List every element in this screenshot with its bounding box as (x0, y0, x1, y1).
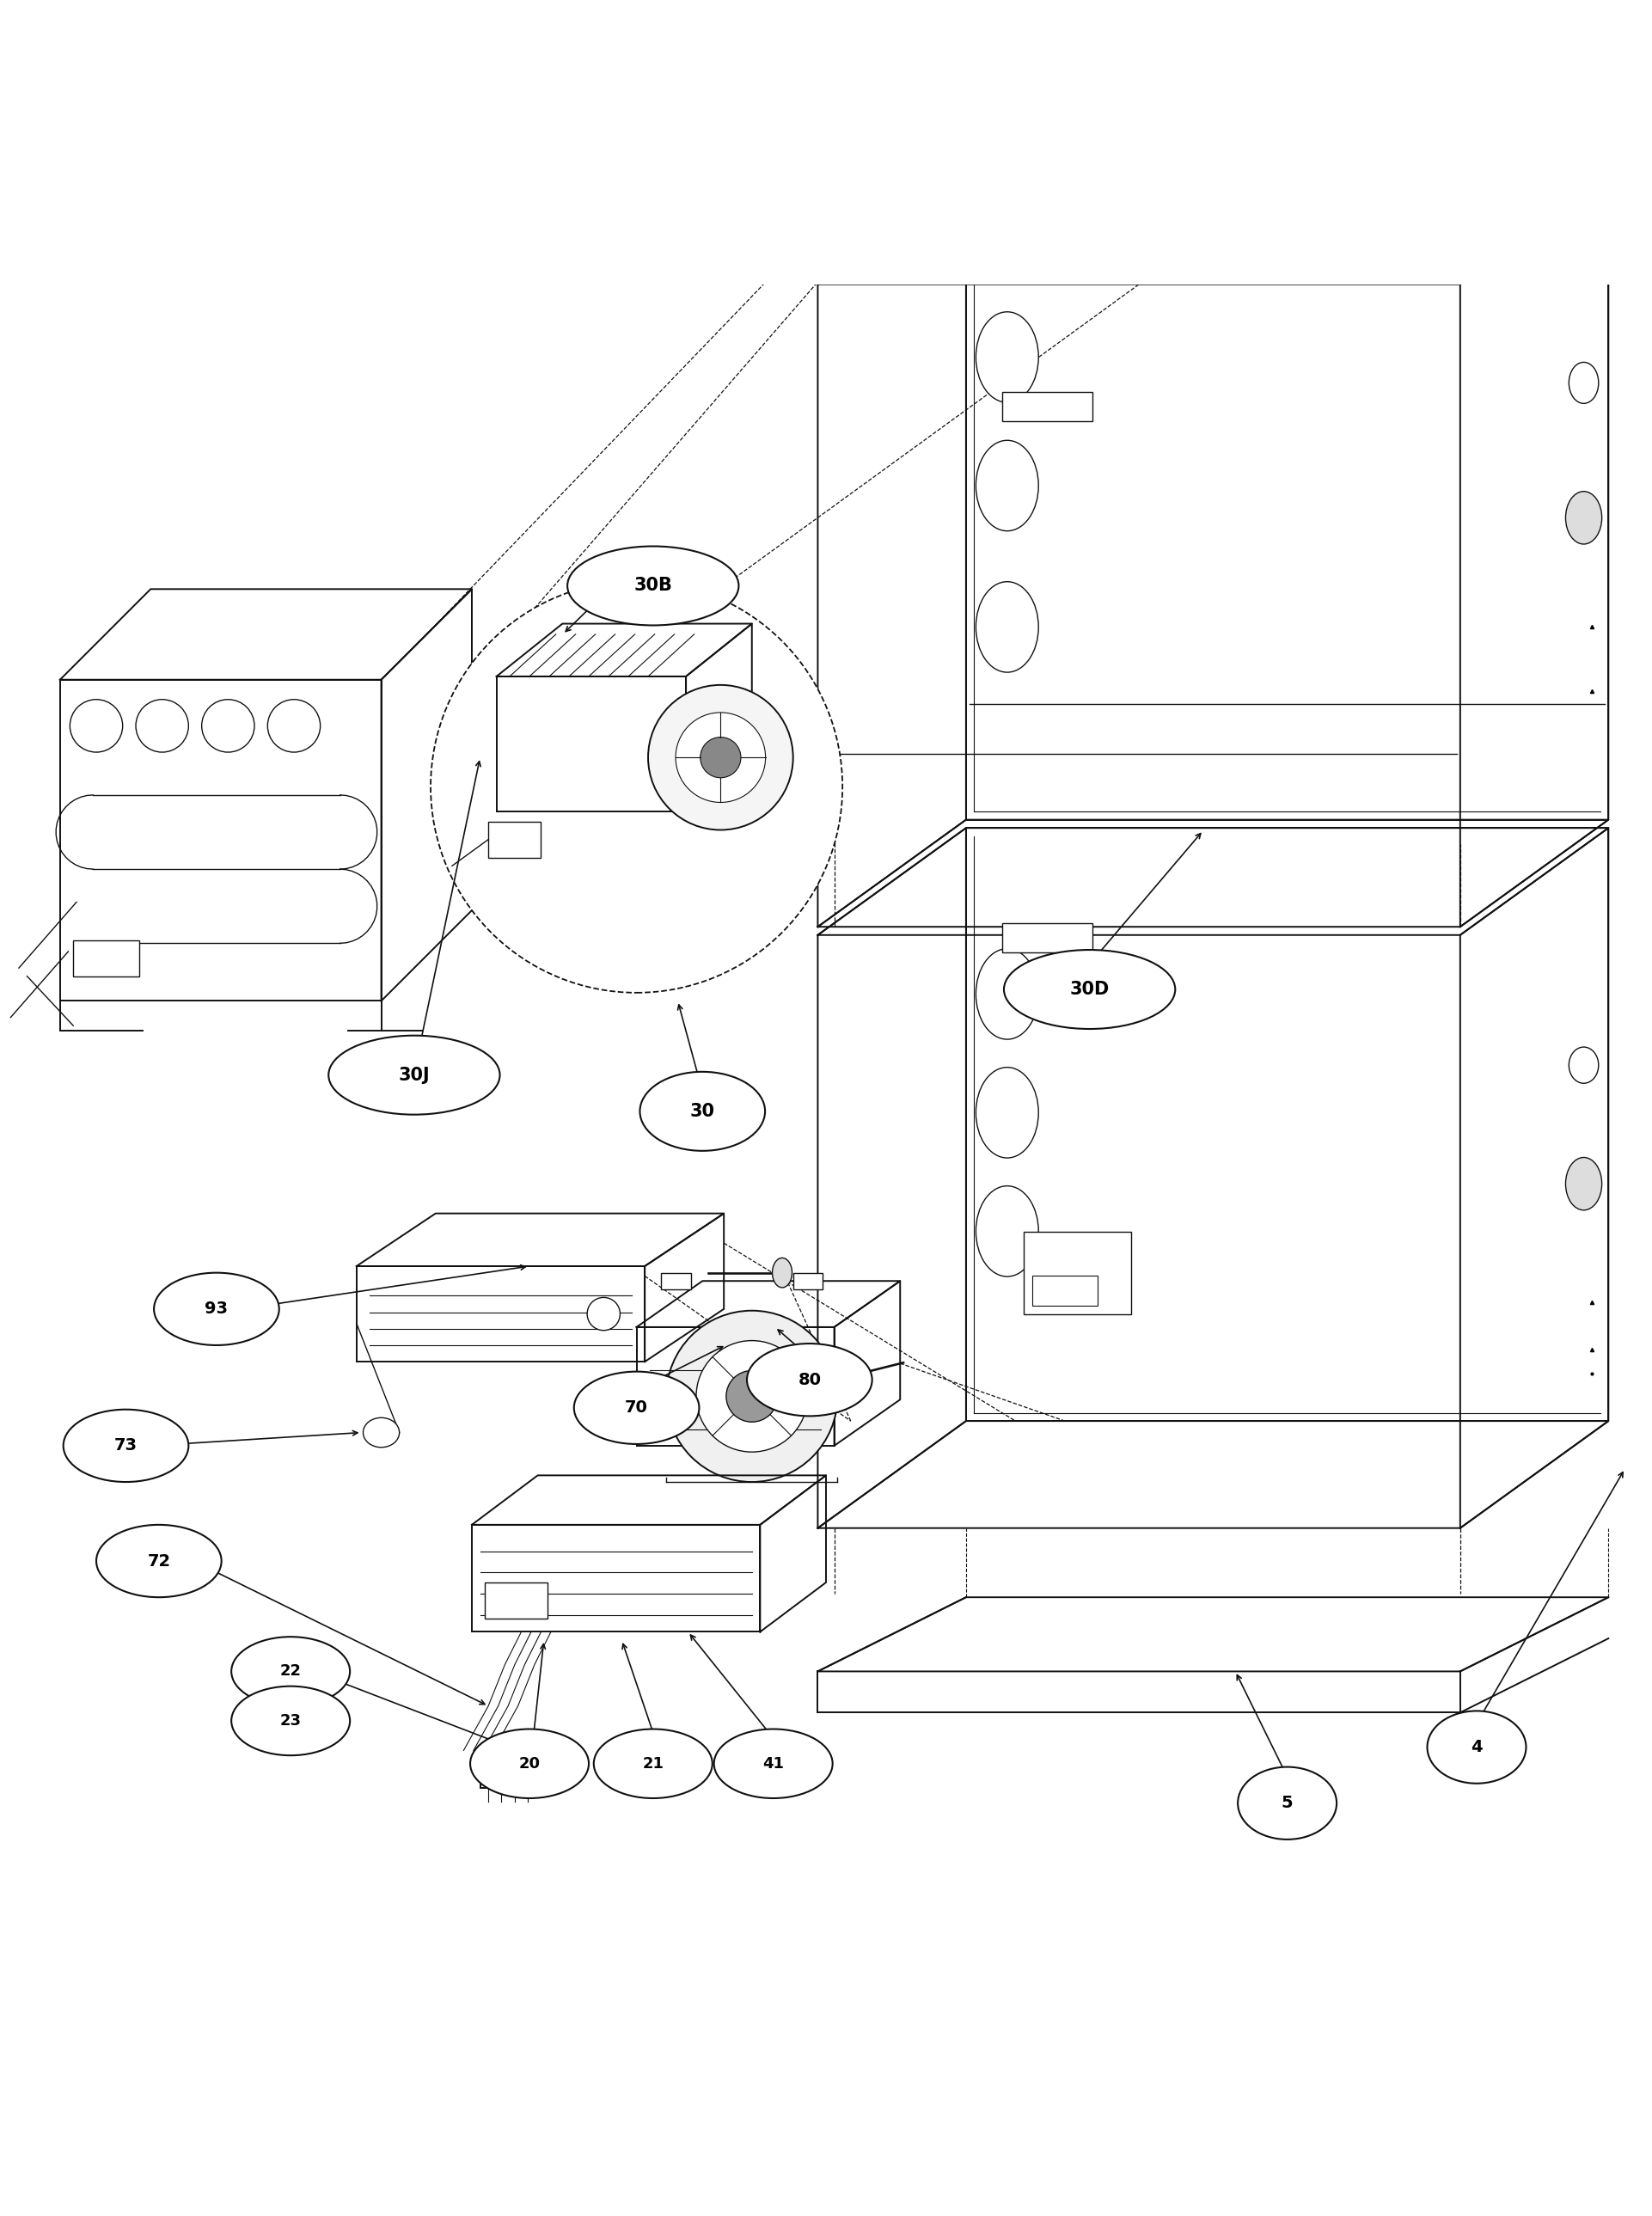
Ellipse shape (976, 441, 1039, 532)
Circle shape (666, 1310, 838, 1483)
Circle shape (202, 700, 254, 751)
Ellipse shape (714, 1728, 833, 1797)
Ellipse shape (231, 1638, 350, 1706)
Text: 30B: 30B (634, 576, 672, 594)
Text: 30: 30 (691, 1104, 715, 1119)
Ellipse shape (639, 1073, 765, 1150)
Bar (489, 822, 542, 858)
Ellipse shape (747, 1343, 872, 1416)
Circle shape (700, 738, 740, 778)
Bar (793, 1272, 823, 1290)
Ellipse shape (1569, 361, 1599, 403)
Text: 21: 21 (643, 1755, 664, 1771)
Ellipse shape (976, 948, 1039, 1039)
Circle shape (69, 700, 122, 751)
Ellipse shape (976, 1186, 1039, 1276)
Circle shape (676, 714, 765, 802)
Text: 93: 93 (205, 1301, 228, 1316)
Text: 30J: 30J (398, 1066, 430, 1084)
Ellipse shape (1569, 1046, 1599, 1084)
Ellipse shape (567, 547, 738, 625)
Text: 20: 20 (519, 1755, 540, 1771)
Ellipse shape (573, 1372, 699, 1445)
Ellipse shape (1566, 1157, 1602, 1210)
Bar (481, 1746, 539, 1788)
Bar (486, 1582, 547, 1618)
Text: 23: 23 (279, 1713, 301, 1728)
Ellipse shape (231, 1686, 350, 1755)
Circle shape (135, 700, 188, 751)
Text: 80: 80 (798, 1372, 821, 1387)
Bar (661, 1272, 691, 1290)
Ellipse shape (471, 1728, 588, 1797)
Circle shape (268, 700, 320, 751)
Ellipse shape (63, 1409, 188, 1483)
Bar (73, 940, 139, 977)
Text: 70: 70 (624, 1401, 648, 1416)
Ellipse shape (1237, 1766, 1336, 1839)
Ellipse shape (1427, 1711, 1526, 1784)
Ellipse shape (96, 1525, 221, 1598)
Bar (1032, 1276, 1099, 1305)
Circle shape (648, 685, 793, 831)
Ellipse shape (363, 1418, 400, 1447)
Bar (1024, 1232, 1130, 1314)
Ellipse shape (154, 1272, 279, 1345)
Ellipse shape (976, 1068, 1039, 1159)
Text: 22: 22 (279, 1664, 301, 1680)
Text: 4: 4 (1470, 1740, 1482, 1755)
Circle shape (586, 1296, 620, 1330)
Circle shape (727, 1369, 778, 1423)
Text: 72: 72 (147, 1553, 170, 1569)
Text: 41: 41 (763, 1755, 785, 1771)
Text: 73: 73 (114, 1438, 137, 1454)
Text: 30D: 30D (1070, 982, 1110, 997)
Ellipse shape (329, 1035, 501, 1115)
Text: 5: 5 (1282, 1795, 1294, 1810)
Bar (1003, 392, 1094, 421)
Ellipse shape (1566, 492, 1602, 545)
Ellipse shape (593, 1728, 712, 1797)
Ellipse shape (976, 312, 1039, 403)
Circle shape (431, 581, 843, 993)
Ellipse shape (976, 581, 1039, 671)
Bar (1003, 922, 1094, 953)
Circle shape (695, 1341, 808, 1451)
Ellipse shape (1004, 951, 1175, 1028)
Ellipse shape (771, 1259, 791, 1287)
